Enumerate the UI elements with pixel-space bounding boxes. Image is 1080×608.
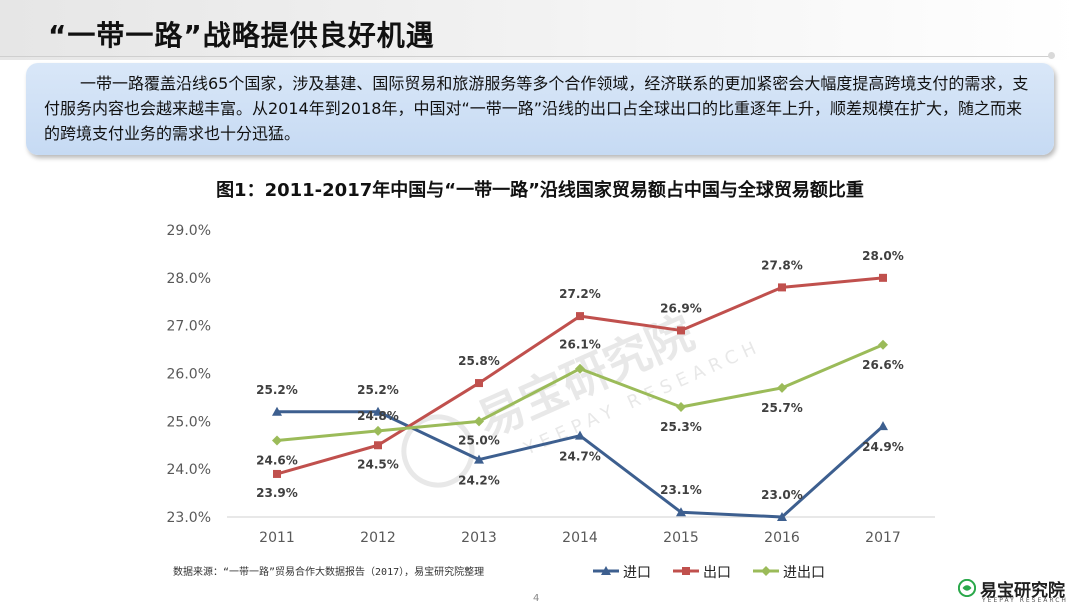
x-tick-label: 2016 [764, 530, 800, 546]
data-point [878, 339, 888, 350]
data-point [676, 507, 686, 517]
data-label: 27.2% [559, 287, 601, 301]
y-tick-label: 26.0% [167, 367, 211, 383]
data-point [575, 363, 585, 374]
data-label: 26.6% [862, 358, 904, 372]
data-label: 25.2% [357, 383, 399, 397]
data-label: 23.1% [660, 483, 702, 497]
brand-subtitle: YEEPAY RESEARCH [982, 597, 1068, 604]
y-tick-label: 29.0% [167, 223, 211, 239]
yeepay-logo-icon [958, 579, 976, 597]
data-point [373, 406, 383, 416]
chart-title: 图1：2011-2017年中国与“一带一路”沿线国家贸易额占中国与全球贸易额比重 [216, 180, 864, 201]
data-label: 23.0% [761, 488, 803, 502]
data-point [878, 421, 888, 431]
legend-label: 进出口 [783, 565, 825, 581]
y-tick-label: 23.0% [167, 510, 211, 526]
data-point [777, 512, 787, 521]
y-tick-label: 28.0% [167, 271, 211, 287]
y-tick-label: 24.0% [167, 462, 211, 478]
title-bar [0, 0, 1080, 60]
title-divider-dot [1048, 52, 1055, 59]
data-label: 27.8% [761, 258, 803, 272]
data-label: 26.9% [660, 301, 702, 315]
data-label: 24.9% [862, 440, 904, 454]
x-tick-label: 2017 [865, 530, 901, 546]
data-point [475, 379, 483, 388]
y-tick-label: 25.0% [167, 414, 211, 430]
brand-logo: 易宝研究院 YEEPAY RESEARCH [958, 576, 1076, 606]
x-tick-label: 2014 [562, 530, 598, 546]
data-label: 25.2% [256, 383, 298, 397]
legend-label: 进口 [623, 565, 651, 581]
x-tick-label: 2011 [259, 530, 295, 546]
data-point [474, 454, 484, 464]
data-point [373, 425, 383, 436]
data-label: 26.1% [559, 338, 601, 352]
data-point [273, 469, 281, 478]
legend-marker [682, 567, 690, 575]
x-tick-label: 2013 [461, 530, 497, 546]
title-divider [0, 56, 1052, 57]
source-note: 数据来源：“一带一路”贸易合作大数据报告（2017），易宝研究院整理 [173, 567, 485, 578]
data-point [272, 406, 282, 416]
data-point [676, 401, 686, 412]
intro-text-box: 一带一路覆盖沿线65个国家，涉及基建、国际贸易和旅游服务等多个合作领域，经济联系… [26, 63, 1054, 155]
legend-marker [761, 566, 771, 576]
data-label: 25.7% [761, 401, 803, 415]
data-label: 25.0% [458, 433, 500, 447]
brand-name: 易宝研究院 [980, 581, 1065, 601]
y-tick-label: 27.0% [167, 319, 211, 335]
data-point [374, 441, 382, 450]
watermark-logo-icon [401, 414, 475, 488]
x-tick-label: 2012 [360, 530, 396, 546]
data-point [272, 435, 282, 446]
data-label: 23.9% [256, 486, 298, 500]
legend-label: 出口 [703, 565, 731, 581]
data-point [677, 326, 685, 335]
legend-marker [601, 566, 611, 575]
data-point [879, 273, 887, 282]
data-point [777, 382, 787, 393]
data-label: 24.6% [256, 453, 298, 467]
page-title: “一带一路”战略提供良好机遇 [48, 19, 435, 52]
data-point [778, 283, 786, 292]
page-number: 4 [533, 593, 540, 604]
data-label: 24.7% [559, 450, 601, 464]
data-point [576, 312, 584, 321]
data-label: 24.5% [357, 457, 399, 471]
data-label: 28.0% [862, 249, 904, 263]
data-point [575, 430, 585, 440]
data-point [474, 416, 484, 427]
data-label: 24.8% [357, 409, 399, 423]
data-label: 24.2% [458, 474, 500, 488]
x-tick-label: 2015 [663, 530, 699, 546]
data-label: 25.3% [660, 420, 702, 434]
data-label: 25.8% [458, 354, 500, 368]
